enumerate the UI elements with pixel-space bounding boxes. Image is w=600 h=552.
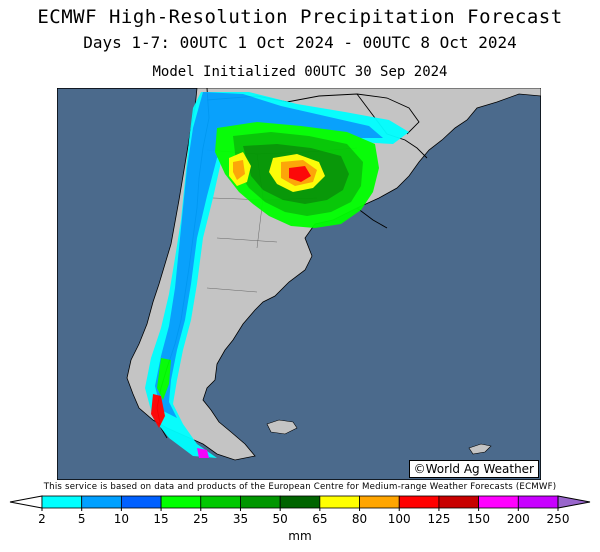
- legend-color-bin: [279, 495, 321, 509]
- legend-tick-label: 5: [78, 512, 86, 526]
- precipitation-map: ©World Ag Weather: [57, 88, 541, 480]
- legend-tick-label: 250: [547, 512, 570, 526]
- precip-south-chile-heavy: [151, 394, 165, 428]
- precipitation-field: [145, 92, 409, 458]
- legend-color-bin: [478, 495, 519, 509]
- legend-under-arrow: [9, 495, 43, 509]
- legend-color-bin: [81, 495, 122, 509]
- forecast-period: Days 1-7: 00UTC 1 Oct 2024 - 00UTC 8 Oct…: [83, 33, 517, 52]
- legend-unit: mm: [288, 529, 311, 543]
- legend-color-bin: [319, 495, 360, 509]
- chart-title: ECMWF High-Resolution Precipitation Fore…: [37, 6, 563, 28]
- legend-color-bin: [240, 495, 281, 509]
- legend-tick-label: 150: [467, 512, 490, 526]
- legend-tick-label: 65: [312, 512, 327, 526]
- precip-80-100mm: [233, 160, 245, 180]
- legend-color-bin: [200, 495, 241, 509]
- legend-color-bin: [41, 495, 83, 509]
- precip-tierra-del-fuego: [197, 448, 209, 458]
- legend-tick-label: 200: [507, 512, 530, 526]
- precipitation-legend: 2 5 10 15 25 35 50 65 80 100 125 150 200 250 mm: [6, 494, 594, 548]
- legend-tick-label: 15: [153, 512, 168, 526]
- map-credit: ©World Ag Weather: [408, 460, 539, 478]
- legend-tick-label: 50: [273, 512, 288, 526]
- precip-2-5mm: [145, 92, 409, 458]
- legend-tick-label: 100: [388, 512, 411, 526]
- model-initialized: Model Initialized 00UTC 30 Sep 2024: [152, 64, 448, 80]
- legend-color-bin: [438, 495, 480, 509]
- falkland-islands: [266, 419, 298, 435]
- map-credit-text: World Ag Weather: [425, 462, 534, 476]
- legend-color-bin: [517, 495, 559, 509]
- legend-tick-label: 25: [193, 512, 208, 526]
- legend-tick-label: 35: [233, 512, 248, 526]
- precip-100-125mm: [289, 166, 311, 182]
- south-georgia-island: [468, 443, 492, 455]
- map-canvas: [57, 88, 541, 480]
- precip-south-chile: [157, 358, 171, 400]
- legend-tick-label: 2: [38, 512, 46, 526]
- legend-color-bin: [120, 495, 162, 509]
- legend-color-bin: [359, 495, 400, 509]
- legend-tick-label: 80: [352, 512, 367, 526]
- legend-over-arrow: [557, 495, 591, 509]
- copyright-icon: ©: [413, 462, 426, 476]
- data-source-notice: This service is based on data and produc…: [43, 482, 557, 492]
- precip-5-10mm: [155, 92, 383, 418]
- legend-tick-label: 10: [114, 512, 129, 526]
- legend-color-bin: [160, 495, 202, 509]
- legend-tick-label: 125: [427, 512, 450, 526]
- legend-color-bin: [398, 495, 440, 509]
